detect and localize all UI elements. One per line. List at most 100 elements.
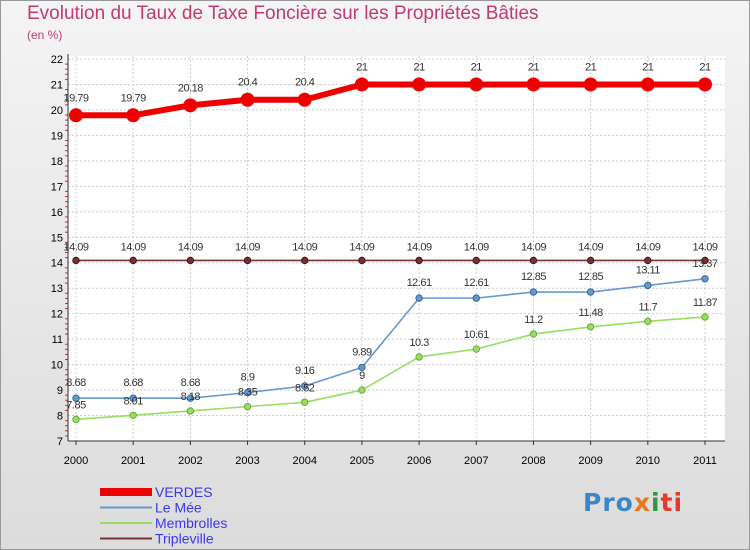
x-tick-label: 2008	[521, 455, 545, 467]
data-label-le-m-e: 12.85	[578, 271, 603, 283]
point-le-m-e	[243, 388, 252, 397]
data-label-tripleville: 14.09	[521, 241, 546, 253]
data-label-le-m-e: 12.61	[407, 277, 432, 289]
data-label-membrolles: 10.61	[464, 329, 489, 341]
y-tick-label: 21	[51, 79, 63, 91]
data-label-tripleville: 14.09	[63, 241, 88, 253]
x-tick-label: 2003	[235, 455, 259, 467]
data-label-le-m-e: 8.68	[123, 377, 143, 389]
data-label-verdes: 20.18	[178, 82, 203, 94]
x-tick-label: 2004	[292, 455, 316, 467]
y-tick-label: 15	[51, 232, 63, 244]
logo-letters-1: Pro	[583, 488, 634, 517]
point-verdes	[640, 77, 655, 92]
y-tick-label: 12	[51, 309, 63, 321]
y-tick-label: 17	[51, 181, 63, 193]
data-label-le-m-e: 8.9	[241, 372, 255, 384]
point-membrolles	[301, 398, 309, 406]
x-tick-label: 2006	[407, 455, 431, 467]
data-label-tripleville: 14.09	[178, 241, 203, 253]
point-verdes	[583, 77, 598, 92]
data-label-verdes: 21	[642, 61, 654, 73]
point-tripleville	[415, 256, 423, 265]
legend-label-le-m-e: Le Mée	[155, 500, 202, 516]
series-line-le-m-e	[76, 277, 706, 400]
point-tripleville	[72, 256, 80, 265]
point-le-m-e	[301, 382, 309, 390]
data-label-tripleville: 14.09	[407, 241, 432, 253]
point-verdes	[354, 77, 369, 92]
data-label-verdes: 21	[471, 61, 483, 73]
y-tick-label: 8	[57, 411, 63, 423]
x-tick-label: 2000	[64, 455, 88, 467]
data-label-tripleville: 14.09	[235, 241, 260, 253]
chart-unit: (en %)	[27, 28, 63, 42]
data-label-membrolles: 8.18	[181, 391, 201, 403]
point-tripleville	[472, 256, 480, 265]
y-tick-label: 10	[51, 360, 63, 372]
point-le-m-e	[586, 288, 595, 296]
y-tick-label: 9	[57, 385, 63, 397]
point-le-m-e	[415, 294, 423, 302]
point-verdes	[698, 77, 712, 92]
x-tick-label: 2005	[350, 455, 374, 467]
data-label-verdes: 20.4	[295, 77, 315, 89]
x-tick-label: 2010	[636, 455, 660, 467]
grid	[68, 56, 725, 442]
point-membrolles	[186, 407, 195, 415]
point-le-m-e	[472, 294, 480, 302]
point-le-m-e	[644, 281, 652, 290]
point-verdes	[240, 92, 255, 107]
point-membrolles	[586, 323, 595, 331]
data-label-verdes: 19.79	[121, 92, 146, 104]
data-label-le-m-e: 13.11	[636, 264, 661, 276]
data-label-membrolles: 11.87	[693, 297, 718, 309]
data-label-membrolles: 8.52	[295, 382, 315, 394]
point-le-m-e	[129, 394, 137, 402]
x-tick-label: 2002	[178, 455, 202, 467]
point-membrolles	[415, 353, 423, 361]
y-tick-label: 11	[52, 334, 63, 346]
point-membrolles	[358, 386, 366, 394]
series-lines	[75, 81, 706, 421]
data-label-verdes: 21	[356, 61, 368, 73]
data-label-membrolles: 8.01	[123, 395, 143, 407]
point-membrolles	[129, 411, 137, 419]
y-tick-label: 22	[51, 54, 63, 66]
plot-background	[68, 56, 725, 441]
data-label-le-m-e: 12.61	[464, 277, 489, 289]
point-tripleville	[586, 256, 595, 265]
data-label-tripleville: 14.09	[292, 241, 317, 253]
y-tick-label: 13	[51, 283, 63, 295]
y-tick-label: 19	[51, 130, 63, 142]
series-line-membrolles	[75, 316, 706, 421]
point-verdes	[469, 77, 484, 92]
point-verdes	[126, 108, 141, 123]
point-verdes	[183, 98, 198, 113]
data-label-membrolles: 11.48	[579, 307, 604, 319]
legend-label-membrolles: Membrolles	[155, 515, 227, 531]
point-membrolles	[472, 345, 480, 353]
logo-letters-4: ti	[660, 488, 684, 517]
chart-title: Evolution du Taux de Taxe Foncière sur l…	[27, 3, 539, 24]
data-label-membrolles: 10.3	[409, 337, 429, 349]
data-label-membrolles: 7.85	[66, 399, 86, 411]
series-points	[69, 77, 712, 424]
point-verdes	[526, 77, 541, 92]
data-label-tripleville: 14.09	[349, 241, 374, 253]
point-le-m-e	[186, 394, 195, 402]
data-label-tripleville: 14.09	[692, 241, 717, 253]
point-le-m-e	[529, 288, 538, 296]
point-tripleville	[243, 256, 252, 265]
data-label-le-m-e: 8.68	[181, 377, 201, 389]
data-label-tripleville: 14.09	[464, 241, 489, 253]
data-label-le-m-e: 9.89	[352, 346, 372, 358]
data-label-verdes: 20.4	[238, 77, 258, 89]
data-label-tripleville: 14.09	[121, 241, 146, 253]
point-verdes	[297, 92, 312, 107]
point-tripleville	[644, 256, 652, 265]
point-tripleville	[186, 256, 195, 265]
series-line-verdes	[76, 81, 705, 119]
